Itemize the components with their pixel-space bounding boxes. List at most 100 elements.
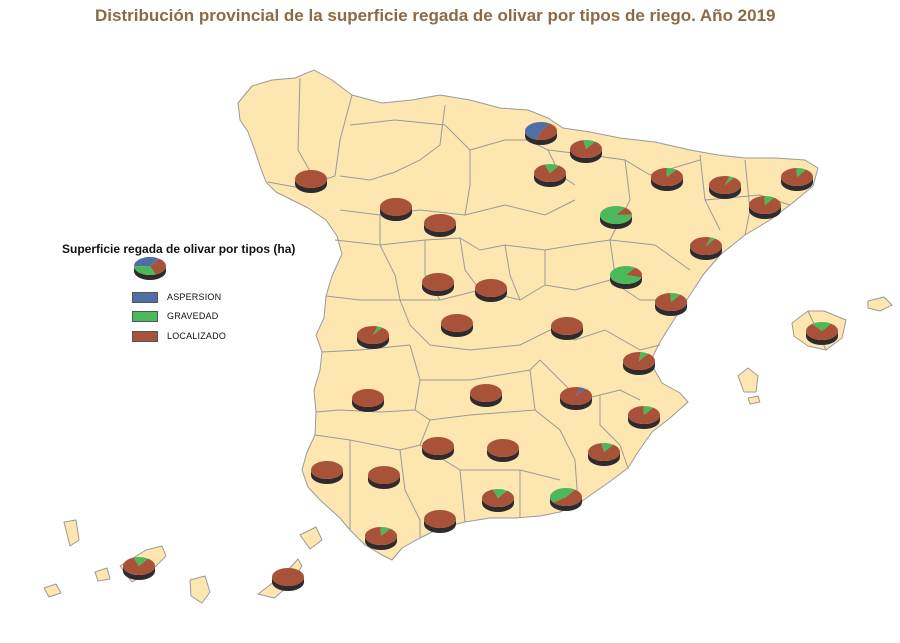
pie-huesca [651,168,683,191]
pie-jaen-side [487,448,519,462]
pie-jaen-slice-localizado [487,439,519,457]
pie-alava [534,164,566,187]
province-borders [267,77,827,538]
pie-toledo-side [441,323,473,337]
pie-badajoz-side [352,398,384,412]
pie-la-rioja-slice-localizado [570,140,603,158]
pie-avila-side [422,282,454,296]
pie-las-palmas-slice-localizado [272,568,304,586]
pie-cuenca-slice-localizado [551,317,583,335]
pie-barcelona-slice-localizado [749,196,781,214]
pie-girona-slice-gravedad [796,168,807,177]
pie-la-rioja [570,140,603,163]
pie-albacete-slice-aspersion [576,387,586,396]
pie-malaga-slice-localizado [424,510,456,528]
pie-almeria [550,488,583,511]
legend-sample-pie-graphic-side [134,266,166,280]
pie-valencia-slice-gravedad [639,352,649,361]
pie-murcia-slice-gravedad [601,443,614,452]
pie-las-palmas-side [272,577,304,591]
gran-canaria-shape [189,575,211,604]
pie-albacete-side [560,396,592,410]
pie-zaragoza-slice-localizado [616,207,632,215]
pie-leon-slice-localizado [380,198,412,216]
pie-las-palmas [272,568,304,591]
pie-barcelona-side [749,205,781,219]
pie-castellon-side [655,302,687,316]
pie-avila-slice-localizado [422,273,454,291]
pie-malaga-side [424,519,456,533]
pie-castellon-slice-localizado [655,293,688,311]
legend-label-aspersion: ASPERSION [167,292,222,302]
pie-ourense-slice-localizado [295,170,327,188]
pie-granada-slice-localizado [481,489,514,507]
pie-baleares-side [806,331,838,345]
ibiza-shape [737,367,759,393]
pie-salamanca-side [424,223,456,237]
pie-barcelona [749,195,781,219]
pie-murcia-side [588,452,620,466]
pie-sevilla [368,466,400,489]
pie-cuenca [551,317,583,340]
pie-leon [380,198,412,221]
pie-cordoba-side [422,446,454,460]
pie-toledo [441,314,473,337]
pie-huelva-slice-localizado [311,461,343,479]
pie-zaragoza-slice-gravedad [600,205,633,224]
pie-cuenca-side [551,326,583,340]
pie-lleida [709,176,741,199]
pie-cadiz-slice-localizado [365,527,398,545]
pie-madrid-side [475,288,507,302]
pie-teruel-slice-localizado [626,267,642,278]
pie-girona [780,168,813,191]
pie-cadiz-side [365,536,397,550]
pie-badajoz [352,389,384,412]
pie-baleares-slice-gravedad [812,322,832,331]
pie-caceres [356,325,389,349]
pie-lleida-slice-gravedad [725,176,735,185]
legend-label-gravedad: GRAVEDAD [167,311,219,321]
pie-cadiz [365,527,398,550]
pie-caceres-slice-gravedad [373,326,383,335]
pie-valencia [622,352,655,375]
pie-navarra-side [525,131,557,145]
pie-la-rioja-side [570,149,602,163]
pie-murcia [588,443,620,466]
pie-tarragona-side [690,246,722,260]
pie-santa-cruz-tenerife-side [123,566,155,580]
pie-navarra-slice-aspersion [525,122,551,140]
legend-item-gravedad: GRAVEDAD [132,310,218,322]
pie-cadiz-slice-gravedad [380,527,391,536]
pie-huesca-slice-gravedad [666,168,677,177]
pie-baleares-slice-localizado [805,323,838,340]
pie-toledo-slice-localizado [441,314,473,332]
pie-huesca-side [651,177,683,191]
pie-malaga [424,510,456,533]
pie-navarra [525,122,558,145]
pie-alicante [628,406,660,429]
lanzarote-shape [299,526,323,550]
land-layer [43,69,893,604]
pie-barcelona-slice-gravedad [764,195,775,205]
legend-swatch-aspersion [132,291,158,303]
pie-castellon [655,293,688,316]
pie-alava-slice-gravedad [544,164,560,173]
pie-alava-slice-localizado [534,164,566,182]
formentera-shape [747,395,761,405]
pie-granada-slice-gravedad [492,489,508,498]
pie-girona-side [781,177,813,191]
pie-granada-side [482,498,514,512]
pie-alicante-side [628,415,660,429]
pie-cordoba-slice-localizado [422,437,454,455]
legend-swatch-localizado [132,330,158,342]
pie-almeria-slice-gravedad [550,488,576,503]
pie-madrid-slice-localizado [475,279,507,297]
pie-cordoba [422,437,454,460]
legend-label-localizado: LOCALIZADO [167,331,227,341]
pie-almeria-slice-localizado [553,489,583,507]
pie-valencia-side [623,361,655,375]
pie-sevilla-side [368,475,400,489]
pie-huelva [311,461,343,484]
pie-sevilla-slice-localizado [368,466,400,484]
